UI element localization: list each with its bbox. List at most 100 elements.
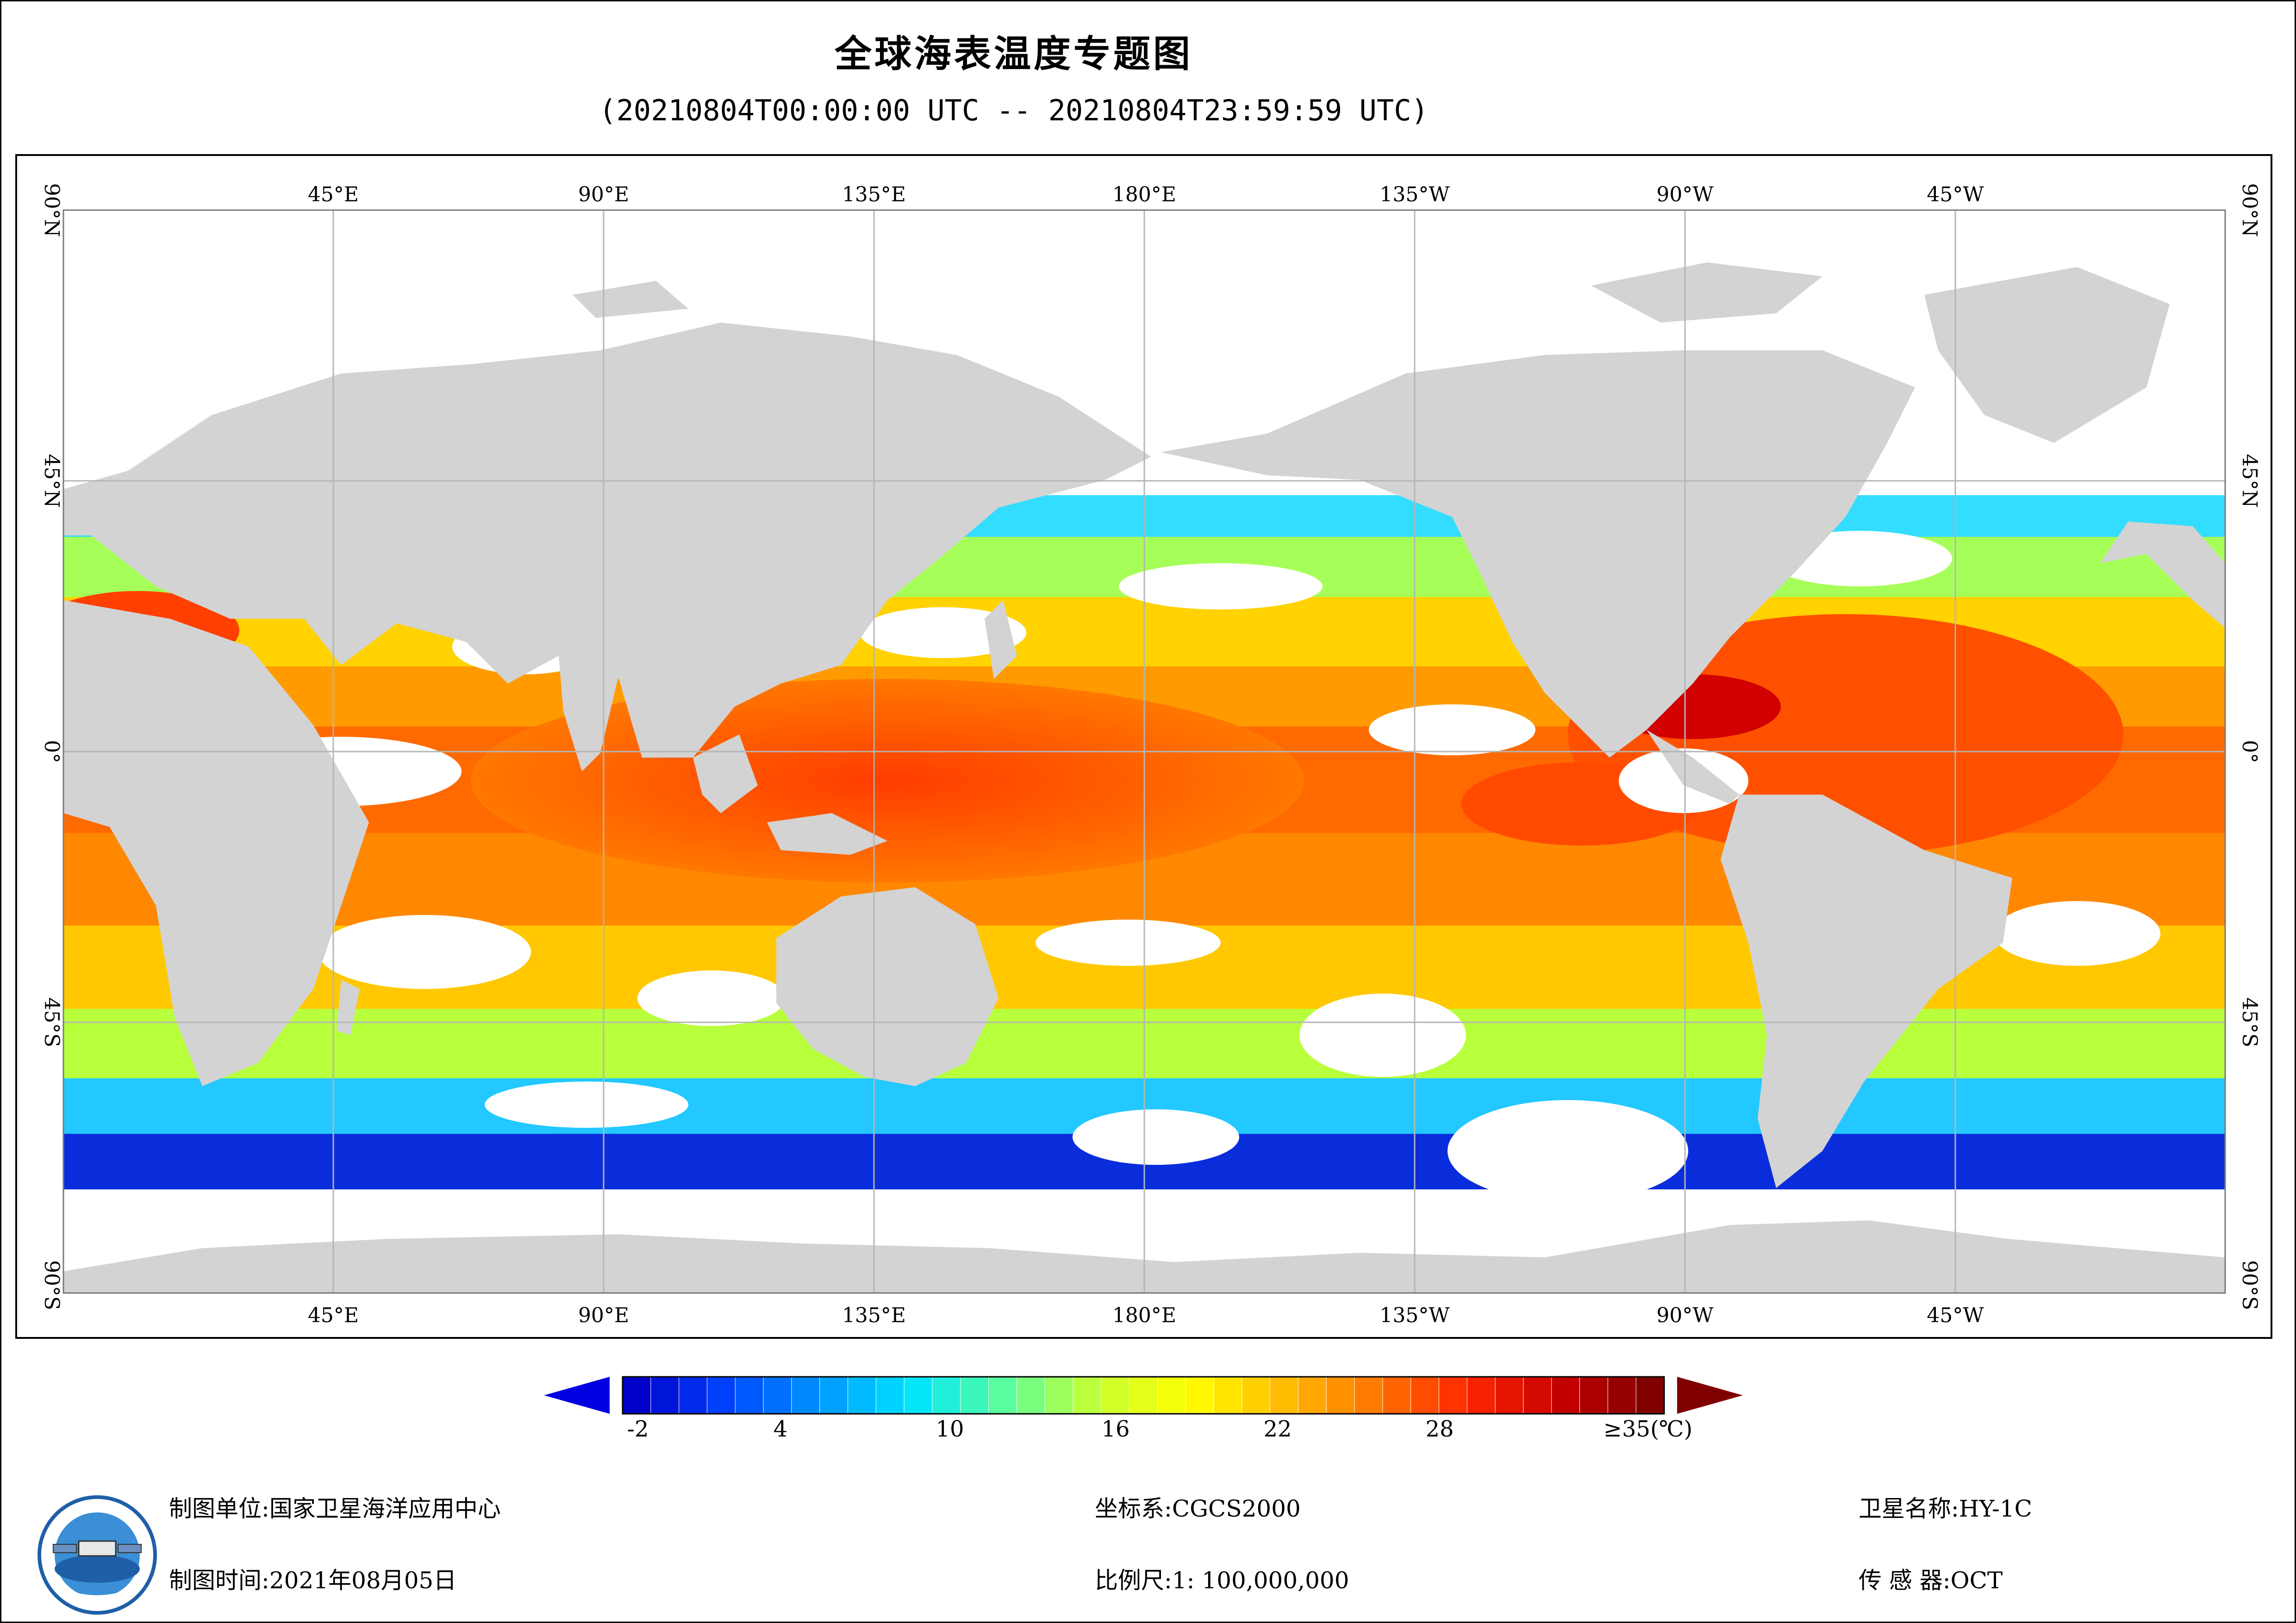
- colorbar-cell: [847, 1376, 877, 1414]
- colorbar-cell: [735, 1376, 764, 1414]
- satellite: 卫星名称:HY-1C: [1859, 1490, 2032, 1524]
- lon-label-top: 45°E: [308, 183, 359, 206]
- graticule: [63, 210, 2225, 1293]
- colorbar-cell: [1157, 1376, 1186, 1414]
- colorbar-tick-label: 4: [773, 1416, 788, 1442]
- colorbar-tick-label: -2: [627, 1416, 649, 1442]
- colorbar-cell: [1016, 1376, 1046, 1414]
- crs-label: 坐标系:: [1095, 1495, 1172, 1522]
- lon-label-top: 135°W: [1379, 183, 1450, 206]
- satellite-value: HY-1C: [1959, 1495, 2032, 1522]
- colorbar-cell: [988, 1376, 1017, 1414]
- colorbar-outline: [622, 1376, 1665, 1415]
- producer: 制图单位:国家卫星海洋应用中心: [169, 1490, 501, 1524]
- colorbar-cell: [1213, 1376, 1242, 1414]
- lat-label-right: 45°S: [2238, 997, 2261, 1047]
- sensor: 传 感 器:OCT: [1859, 1562, 2003, 1595]
- colorbar-cell: [1129, 1376, 1158, 1414]
- lon-label-top: 90°E: [578, 183, 629, 206]
- lat-label-left: 90°S: [40, 1260, 63, 1310]
- colorbar-cell: [1354, 1376, 1383, 1414]
- colorbar-tick-label: 16: [1101, 1416, 1130, 1442]
- lon-label-top: 135°E: [842, 183, 906, 206]
- producer-value: 国家卫星海洋应用中心: [269, 1495, 501, 1522]
- lon-label-bottom: 135°E: [842, 1304, 906, 1327]
- satellite-label: 卫星名称:: [1859, 1495, 1959, 1522]
- colorbar: [544, 1376, 1743, 1415]
- date-label: 制图时间:: [169, 1567, 269, 1594]
- scale-value: 1: 100,000,000: [1172, 1567, 1349, 1594]
- colorbar-cell: [1101, 1376, 1130, 1414]
- lon-label-bottom: 180°E: [1112, 1304, 1176, 1327]
- map-area: [63, 210, 2225, 1293]
- colorbar-cell: [679, 1376, 708, 1414]
- lon-label-bottom: 135°W: [1379, 1304, 1450, 1327]
- colorbar-cell: [650, 1376, 680, 1414]
- date-value: 2021年08月05日: [269, 1567, 457, 1594]
- colorbar-cell: [819, 1376, 849, 1414]
- colorbar-cell: [1073, 1376, 1102, 1414]
- colorbar-cell: [1607, 1376, 1637, 1414]
- colorbar-cell: [960, 1376, 989, 1414]
- colorbar-cell: [1270, 1376, 1299, 1414]
- lon-label-bottom: 90°E: [578, 1304, 629, 1327]
- sst-map: 45°E 90°E 135°E 180°E 135°W 90°W 45°W 45…: [40, 183, 2261, 1327]
- nsoas-logo: [37, 1495, 157, 1615]
- map-neatline: [62, 209, 2226, 1294]
- lon-label-top: 45°W: [1927, 183, 1984, 206]
- colorbar-cell: [706, 1376, 736, 1414]
- colorbar-cells: [622, 1376, 1665, 1414]
- colorbar-tick-label: 22: [1263, 1416, 1292, 1442]
- lon-label-bottom: 90°W: [1656, 1304, 1714, 1327]
- colorbar-cell: [1466, 1376, 1496, 1414]
- colorbar-cell: [1523, 1376, 1552, 1414]
- colorbar-cell: [1185, 1376, 1215, 1414]
- scale: 比例尺:1: 100,000,000: [1095, 1562, 1349, 1595]
- colorbar-cell: [1495, 1376, 1524, 1414]
- time-range: (20210804T00:00:00 UTC -- 20210804T23:59…: [599, 93, 1429, 127]
- colorbar-min-arrow: [544, 1377, 610, 1414]
- colorbar-cell: [1551, 1376, 1580, 1414]
- top-longitude-labels: 45°E 90°E 135°E 180°E 135°W 90°W 45°W: [308, 183, 1984, 206]
- lat-label-left: 45°N: [40, 454, 63, 508]
- map-title: 全球海表温度专题图: [835, 32, 1193, 75]
- lat-label-right: 0°: [2238, 740, 2261, 763]
- colorbar-cell: [622, 1376, 651, 1414]
- colorbar-cell: [791, 1376, 820, 1414]
- map-frame: 45°E 90°E 135°E 180°E 135°W 90°W 45°W 45…: [15, 154, 2272, 1339]
- colorbar-cell: [1579, 1376, 1609, 1414]
- crs-value: CGCS2000: [1172, 1495, 1301, 1522]
- map-date: 制图时间:2021年08月05日: [169, 1562, 456, 1595]
- colorbar-cell: [1242, 1376, 1271, 1414]
- colorbar-cell: [1326, 1376, 1355, 1414]
- colorbar-max-arrow: [1677, 1377, 1743, 1414]
- colorbar-cell: [1439, 1376, 1468, 1414]
- colorbar-cell: [932, 1376, 961, 1414]
- lat-label-left: 0°: [40, 740, 63, 763]
- producer-label: 制图单位:: [169, 1495, 269, 1522]
- lat-label-right: 90°N: [2238, 183, 2261, 237]
- lon-label-bottom: 45°E: [308, 1304, 359, 1327]
- lat-label-right: 45°N: [2238, 454, 2261, 508]
- colorbar-cell: [763, 1376, 792, 1414]
- lon-label-top: 90°W: [1656, 183, 1714, 206]
- colorbar-cell: [1298, 1376, 1327, 1414]
- colorbar-cell: [1410, 1376, 1440, 1414]
- left-latitude-labels: 90°N 45°N 0° 45°S 90°S: [40, 183, 63, 1310]
- colorbar-tick-label: ≥35(℃): [1603, 1416, 1693, 1442]
- lat-label-left: 90°N: [40, 183, 63, 237]
- sensor-label: 传 感 器:: [1859, 1567, 1951, 1594]
- sensor-value: OCT: [1950, 1567, 2003, 1594]
- colorbar-tick-label: 10: [936, 1416, 964, 1442]
- colorbar-cell: [875, 1376, 905, 1414]
- colorbar-cell: [1635, 1376, 1665, 1414]
- colorbar-tick-label: 28: [1425, 1416, 1454, 1442]
- scale-label: 比例尺:: [1095, 1567, 1172, 1594]
- crs: 坐标系:CGCS2000: [1095, 1490, 1301, 1524]
- colorbar-cell: [1382, 1376, 1411, 1414]
- lon-label-top: 180°E: [1112, 183, 1176, 206]
- colorbar-cell: [904, 1376, 933, 1414]
- lat-label-left: 45°S: [40, 997, 63, 1047]
- lat-label-right: 90°S: [2238, 1260, 2261, 1310]
